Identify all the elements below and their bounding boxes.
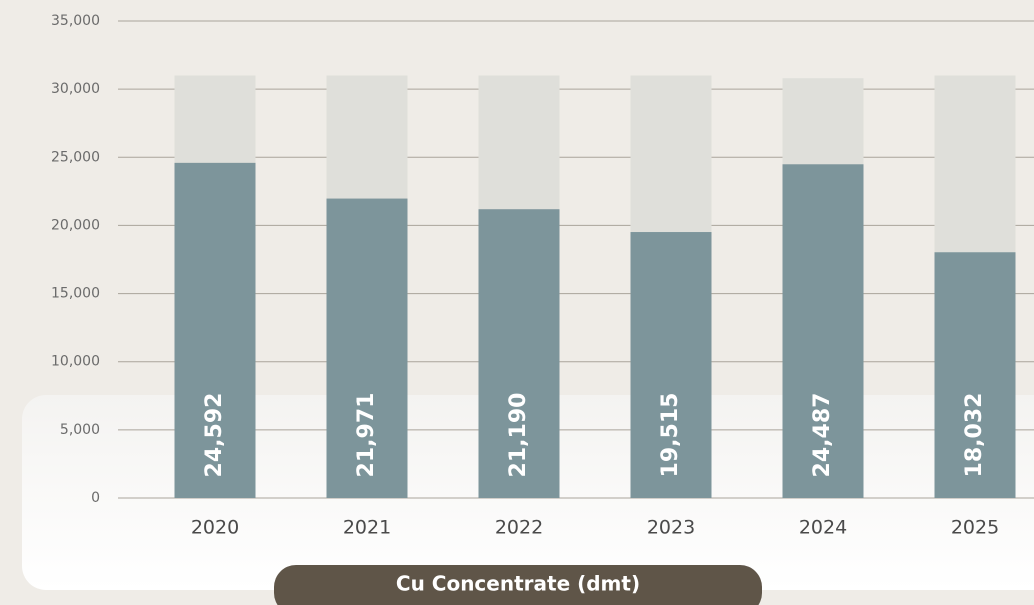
x-tick-label: 2020 — [191, 517, 239, 539]
y-tick-label: 10,000 — [51, 354, 100, 370]
title-pill — [274, 565, 762, 605]
x-tick-label: 2025 — [951, 517, 999, 539]
chart-title: Cu Concentrate (dmt) — [396, 572, 640, 596]
value-label: 21,190 — [506, 393, 531, 478]
value-label: 24,592 — [202, 393, 227, 478]
x-tick-label: 2021 — [343, 517, 391, 539]
x-tick-label: 2023 — [647, 517, 695, 539]
x-tick-label: 2024 — [799, 517, 847, 539]
y-tick-label: 0 — [91, 490, 100, 506]
y-tick-label: 20,000 — [51, 217, 100, 233]
y-tick-label: 35,000 — [51, 13, 100, 29]
value-label: 24,487 — [810, 393, 835, 478]
y-tick-label: 15,000 — [51, 286, 100, 302]
value-label: 19,515 — [658, 393, 683, 478]
bar — [478, 209, 560, 498]
bar — [630, 232, 712, 498]
y-tick-label: 5,000 — [60, 422, 100, 438]
x-tick-label: 2022 — [495, 517, 543, 539]
y-tick-label: 30,000 — [51, 81, 100, 97]
value-label: 18,032 — [962, 393, 987, 478]
bar — [782, 164, 864, 499]
bar — [174, 162, 256, 498]
y-tick-label: 25,000 — [51, 149, 100, 165]
bar — [934, 252, 1016, 498]
bar — [326, 198, 408, 498]
value-label: 21,971 — [354, 393, 379, 478]
